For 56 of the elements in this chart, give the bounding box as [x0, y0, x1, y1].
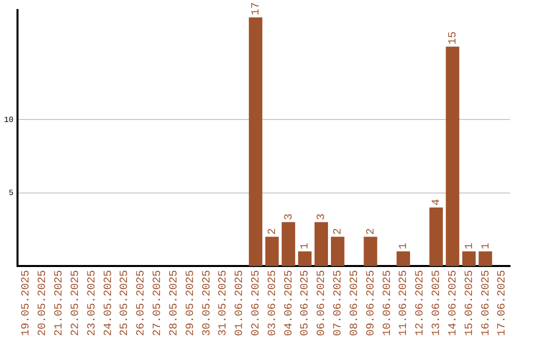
x-tick-label: 08.06.2025 — [348, 270, 361, 336]
bar — [298, 251, 312, 266]
x-tick-label: 26.05.2025 — [136, 270, 148, 336]
data-label: 1 — [480, 242, 492, 250]
bar — [462, 251, 476, 266]
x-tick-label: 01.06.2025 — [234, 270, 246, 336]
bar — [265, 236, 279, 266]
x-tick-label: 12.06.2025 — [414, 270, 427, 336]
bar — [248, 17, 262, 266]
x-tick-label: 21.05.2025 — [54, 270, 66, 336]
bar — [396, 251, 410, 266]
data-label: 15 — [447, 31, 460, 45]
x-tick-label: 20.05.2025 — [37, 270, 50, 336]
bar — [429, 207, 443, 266]
x-tick-label: 22.05.2025 — [70, 270, 82, 336]
x-tick-label: 13.06.2025 — [431, 270, 444, 336]
x-tick-label: 23.05.2025 — [86, 270, 98, 336]
bar — [478, 251, 492, 266]
x-tick-label: 27.05.2025 — [152, 270, 164, 336]
x-tick-label: 10.06.2025 — [382, 270, 394, 336]
x-tick-label: 09.06.2025 — [365, 270, 378, 336]
bar — [364, 236, 378, 266]
x-tick-label: 14.06.2025 — [447, 270, 460, 336]
data-label: 3 — [283, 213, 296, 220]
x-tick-label: 02.06.2025 — [250, 270, 262, 336]
bar — [282, 222, 296, 266]
data-label: 4 — [431, 198, 444, 206]
data-label: 2 — [266, 228, 279, 235]
x-tick-label: 06.06.2025 — [316, 270, 328, 336]
bar — [330, 236, 344, 266]
bar — [446, 46, 460, 266]
x-tick-label: 24.05.2025 — [102, 270, 115, 336]
x-tick-label: 28.05.2025 — [168, 270, 180, 336]
x-tick-label: 07.06.2025 — [332, 270, 345, 336]
y-tick-label: 5 — [8, 188, 14, 198]
data-label: 3 — [316, 213, 328, 220]
bar — [314, 222, 328, 266]
x-tick-label: 15.06.2025 — [464, 270, 476, 336]
data-label: 2 — [365, 228, 378, 235]
data-label: 2 — [332, 228, 345, 235]
x-tick-label: 03.06.2025 — [266, 270, 279, 336]
x-tick-label: 30.05.2025 — [201, 270, 214, 336]
x-tick-label: 17.06.2025 — [496, 270, 509, 336]
x-tick-label: 04.06.2025 — [283, 270, 296, 336]
data-label: 1 — [398, 242, 410, 250]
x-tick-label: 29.05.2025 — [184, 270, 197, 336]
x-tick-label: 19.05.2025 — [20, 270, 33, 336]
data-label: 17 — [250, 2, 262, 16]
data-label: 1 — [300, 242, 312, 250]
x-tick-label: 25.05.2025 — [119, 270, 132, 336]
x-tick-label: 31.05.2025 — [218, 270, 230, 336]
x-tick-label: 16.06.2025 — [480, 270, 492, 336]
y-tick-label: 10 — [4, 116, 14, 125]
data-label: 1 — [464, 242, 476, 250]
x-tick-label: 05.06.2025 — [300, 270, 312, 336]
x-tick-label: 11.06.2025 — [398, 270, 410, 336]
